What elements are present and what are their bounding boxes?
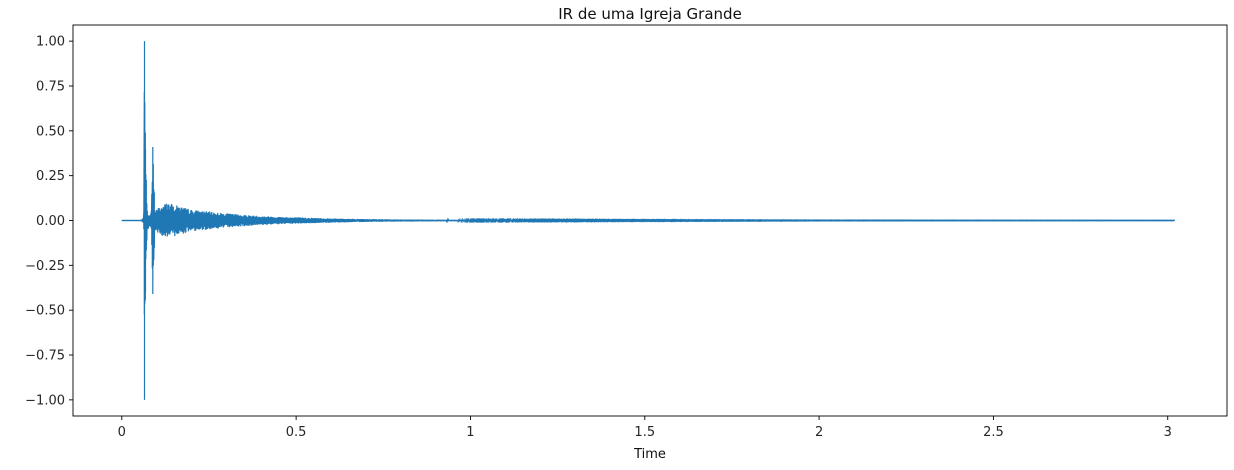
- x-axis: 0 0.5 1 1.5 2 2.5 3: [118, 416, 1172, 440]
- y-tick-label: 0.25: [36, 169, 65, 184]
- x-tick-label: 1.5: [634, 425, 655, 440]
- y-tick-label: −0.75: [25, 349, 65, 364]
- x-axis-label: Time: [633, 447, 666, 462]
- y-tick-label: −1.00: [25, 393, 65, 408]
- x-tick-label: 0: [118, 425, 126, 440]
- x-tick-label: 0.5: [286, 425, 307, 440]
- x-tick-label: 3: [1164, 425, 1172, 440]
- x-tick-label: 2: [815, 425, 823, 440]
- y-tick-label: 0.00: [36, 214, 65, 229]
- y-axis: 1.00 0.75 0.50 0.25 0.00 −0.25 −0.50 −0.75 −1.00: [25, 35, 73, 408]
- chart-title: IR de uma Igreja Grande: [558, 5, 742, 23]
- y-tick-label: 1.00: [36, 35, 65, 50]
- waveform-series: [121, 41, 1175, 400]
- y-tick-label: −0.25: [25, 259, 65, 274]
- x-tick-label: 1: [466, 425, 474, 440]
- axes-frame: [72, 24, 1228, 417]
- y-tick-label: −0.50: [25, 304, 65, 319]
- y-tick-label: 0.75: [36, 79, 65, 94]
- y-tick-label: 0.50: [36, 124, 65, 139]
- x-tick-label: 2.5: [983, 425, 1004, 440]
